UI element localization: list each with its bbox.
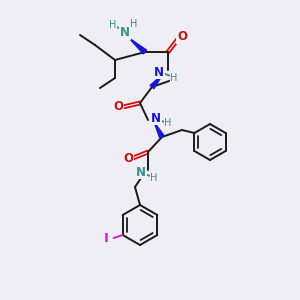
Text: O: O <box>177 31 187 44</box>
Polygon shape <box>150 74 163 88</box>
Text: H: H <box>130 19 138 29</box>
Text: O: O <box>113 100 123 113</box>
Text: I: I <box>104 232 109 245</box>
Text: N: N <box>151 112 161 124</box>
Text: N: N <box>136 166 146 178</box>
Text: N: N <box>120 26 130 40</box>
Polygon shape <box>129 38 147 54</box>
Text: H: H <box>170 73 178 83</box>
Text: H: H <box>150 173 158 183</box>
Text: N: N <box>154 65 164 79</box>
Text: H: H <box>164 118 172 128</box>
Text: H: H <box>109 20 117 30</box>
Text: O: O <box>123 152 133 164</box>
Polygon shape <box>154 122 164 138</box>
